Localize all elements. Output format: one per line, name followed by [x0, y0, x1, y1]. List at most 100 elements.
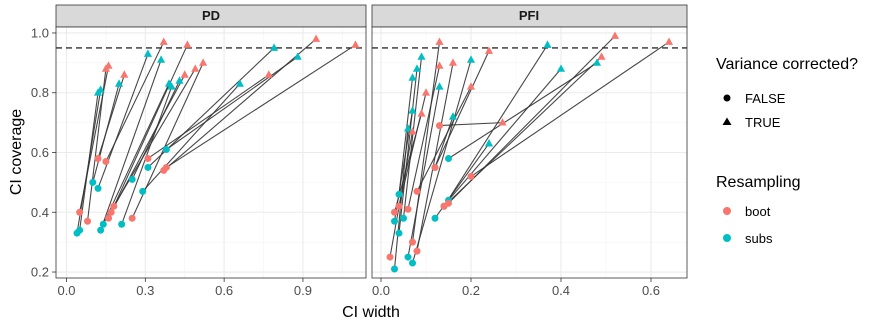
point-boot-corrected	[199, 58, 208, 66]
point-subs-uncorrected	[94, 184, 102, 192]
point-boot-uncorrected	[395, 202, 403, 210]
marks-pd	[56, 34, 366, 237]
y-tick-label: 0.2	[31, 265, 49, 280]
pair-connector	[398, 77, 414, 195]
pair-connector	[434, 50, 490, 168]
point-subs-corrected	[484, 139, 494, 147]
y-tick-label: 1.0	[31, 25, 49, 40]
pair-connector	[113, 68, 196, 207]
point-boot-uncorrected	[94, 154, 102, 162]
legend-title-color: Resampling	[716, 174, 800, 191]
point-subs-uncorrected	[118, 220, 126, 228]
y-tick-label: 0.8	[31, 85, 49, 100]
point-boot-uncorrected	[84, 217, 92, 225]
point-subs-uncorrected	[89, 178, 97, 186]
pair-connector	[407, 86, 441, 258]
x-axis-pfi: 0.0 0.2 0.4 0.6	[372, 278, 660, 298]
point-subs-corrected	[270, 43, 279, 51]
panel-pfi: PFI 0.0 0.2 0.4 0.6	[371, 4, 688, 298]
point-boot-corrected	[264, 70, 273, 78]
point-subs-uncorrected	[445, 154, 452, 162]
point-boot-uncorrected	[128, 214, 136, 222]
pair-connector	[411, 41, 441, 243]
point-boot-uncorrected	[436, 122, 443, 130]
point-subs-corrected	[448, 112, 458, 120]
point-subs-corrected	[115, 79, 124, 87]
point-subs-corrected	[403, 124, 413, 132]
point-boot-uncorrected	[76, 208, 84, 216]
legend-key-boot	[723, 207, 731, 215]
point-subs-uncorrected	[144, 163, 152, 171]
point-subs-uncorrected	[128, 175, 136, 183]
point-subs-corrected	[556, 64, 566, 72]
point-subs-uncorrected	[97, 226, 105, 234]
x-tick-label: 0.6	[642, 283, 660, 298]
point-subs-corrected	[143, 49, 152, 57]
point-subs-uncorrected	[400, 214, 407, 222]
pair-connector	[105, 41, 165, 162]
point-boot-uncorrected	[409, 238, 416, 246]
point-boot-corrected	[597, 52, 606, 60]
plot-border-pfi	[371, 26, 688, 279]
panel-title-pfi: PFI	[519, 8, 539, 23]
point-subs-uncorrected	[391, 265, 398, 273]
pair-connector	[102, 83, 170, 225]
point-subs-corrected	[412, 64, 422, 72]
pair-connector	[448, 35, 616, 204]
point-boot-corrected	[498, 118, 507, 126]
point-subs-uncorrected	[431, 214, 439, 222]
point-boot-uncorrected	[102, 157, 110, 165]
point-subs-corrected	[293, 52, 302, 60]
pair-connector	[166, 44, 356, 168]
y-tick-label: 0.4	[31, 205, 49, 220]
point-boot-uncorrected	[110, 202, 118, 210]
point-boot-corrected	[435, 61, 444, 69]
point-boot-corrected	[421, 88, 431, 96]
y-tick-label: 0.6	[31, 145, 49, 160]
point-boot-corrected	[448, 58, 458, 66]
x-tick-label: 0.4	[552, 283, 570, 298]
y-axis-pd: 0.2 0.4 0.6 0.8 1.0	[31, 25, 56, 280]
point-subs-corrected	[466, 55, 476, 63]
point-subs-corrected	[175, 76, 184, 84]
x-tick-label: 0.3	[136, 283, 154, 298]
x-tick-label: 0.0	[57, 283, 75, 298]
pair-connector	[402, 56, 423, 219]
x-axis-title: CI width	[342, 304, 400, 321]
pair-connector	[97, 53, 149, 189]
x-tick-label: 0.6	[215, 283, 233, 298]
point-subs-corrected	[408, 73, 417, 81]
point-subs-uncorrected	[76, 226, 84, 234]
point-subs-uncorrected	[162, 146, 170, 154]
point-boot-uncorrected	[386, 253, 394, 261]
point-subs-corrected	[417, 52, 426, 60]
point-subs-uncorrected	[409, 259, 416, 267]
legend-key-subs	[723, 234, 731, 242]
pair-connector	[100, 59, 162, 231]
pair-connector	[147, 74, 270, 159]
point-boot-corrected	[191, 64, 200, 72]
grid-pd	[56, 27, 366, 278]
pair-connector	[86, 68, 107, 222]
point-boot-corrected	[312, 34, 321, 42]
point-boot-uncorrected	[391, 208, 398, 216]
point-boot-uncorrected	[144, 154, 152, 162]
marks-pfi	[372, 31, 687, 273]
point-boot-uncorrected	[105, 214, 113, 222]
point-boot-uncorrected	[445, 199, 452, 207]
point-boot-corrected	[183, 40, 192, 48]
pair-connector	[407, 65, 441, 210]
point-boot-uncorrected	[404, 205, 412, 213]
point-boot-corrected	[610, 31, 620, 39]
panel-title-pd: PD	[202, 8, 220, 23]
point-boot-corrected	[180, 70, 189, 78]
point-subs-corrected	[93, 88, 103, 96]
x-tick-label: 0.0	[372, 283, 390, 298]
legend-label-subs: subs	[745, 231, 773, 246]
point-boot-corrected	[664, 37, 674, 45]
point-subs-corrected	[235, 79, 244, 87]
panel-pd: PD 0.0 0.3 0.6 0.9 0.2 0.4 0.6 0.8 1.0	[31, 4, 367, 298]
x-axis-pd: 0.0 0.3 0.6 0.9	[57, 278, 312, 298]
pair-connector	[163, 38, 317, 171]
